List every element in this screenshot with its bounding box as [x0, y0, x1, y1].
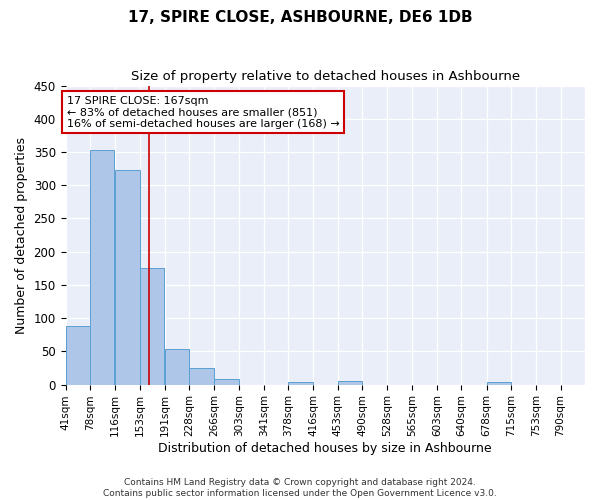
- Bar: [90, 150, 115, 384]
- Bar: [140, 268, 164, 384]
- X-axis label: Distribution of detached houses by size in Ashbourne: Distribution of detached houses by size …: [158, 442, 492, 455]
- Bar: [115, 170, 140, 384]
- Y-axis label: Number of detached properties: Number of detached properties: [15, 136, 28, 334]
- Bar: [487, 382, 511, 384]
- Text: 17, SPIRE CLOSE, ASHBOURNE, DE6 1DB: 17, SPIRE CLOSE, ASHBOURNE, DE6 1DB: [128, 10, 472, 25]
- Bar: [65, 326, 90, 384]
- Title: Size of property relative to detached houses in Ashbourne: Size of property relative to detached ho…: [131, 70, 520, 83]
- Bar: [164, 350, 189, 384]
- Bar: [214, 380, 239, 384]
- Bar: [288, 382, 313, 384]
- Text: Contains HM Land Registry data © Crown copyright and database right 2024.
Contai: Contains HM Land Registry data © Crown c…: [103, 478, 497, 498]
- Bar: [189, 368, 214, 384]
- Text: 17 SPIRE CLOSE: 167sqm
← 83% of detached houses are smaller (851)
16% of semi-de: 17 SPIRE CLOSE: 167sqm ← 83% of detached…: [67, 96, 340, 128]
- Bar: [338, 382, 362, 384]
